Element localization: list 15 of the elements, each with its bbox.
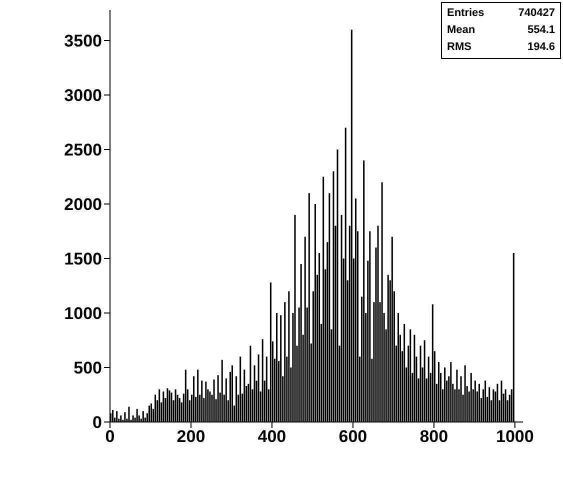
y-tick-label: 3500 [64, 32, 102, 51]
y-tick-label: 1000 [64, 304, 102, 324]
y-tick-label: 0 [92, 413, 102, 432]
y-tick-label: 2000 [64, 195, 102, 214]
y-tick-label: 500 [74, 358, 102, 378]
x-tick-label: 400 [258, 427, 286, 446]
x-tick-label: 800 [420, 427, 448, 446]
x-tick-label: 0 [105, 427, 115, 446]
x-tick-label: 600 [338, 427, 368, 446]
x-tick-label: 1000 [496, 427, 534, 446]
y-tick-label: 3000 [64, 86, 102, 106]
y-tick-label: 2500 [64, 140, 102, 160]
y-tick-label: 1500 [64, 250, 102, 269]
stats-box: Entries 740427 Mean 554.1 RMS 194.6 [441, 2, 561, 59]
x-tick-label: 200 [176, 427, 206, 446]
